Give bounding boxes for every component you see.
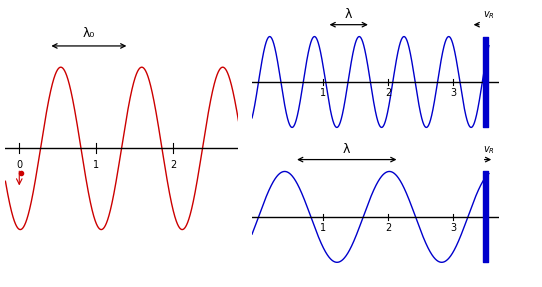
Text: 2: 2 <box>170 160 176 170</box>
Text: $v_R$: $v_R$ <box>483 144 495 156</box>
Text: 0: 0 <box>16 160 22 170</box>
Text: 3: 3 <box>450 88 456 98</box>
Text: 1: 1 <box>93 160 99 170</box>
Text: 1: 1 <box>320 223 326 233</box>
Text: 2: 2 <box>385 88 391 98</box>
Text: $v_R$: $v_R$ <box>483 9 495 21</box>
Text: λ₀: λ₀ <box>83 27 95 40</box>
Text: 3: 3 <box>450 223 456 233</box>
Text: 2: 2 <box>385 223 391 233</box>
Text: λ: λ <box>343 143 351 156</box>
Text: λ: λ <box>345 8 352 21</box>
Text: 1: 1 <box>320 88 326 98</box>
